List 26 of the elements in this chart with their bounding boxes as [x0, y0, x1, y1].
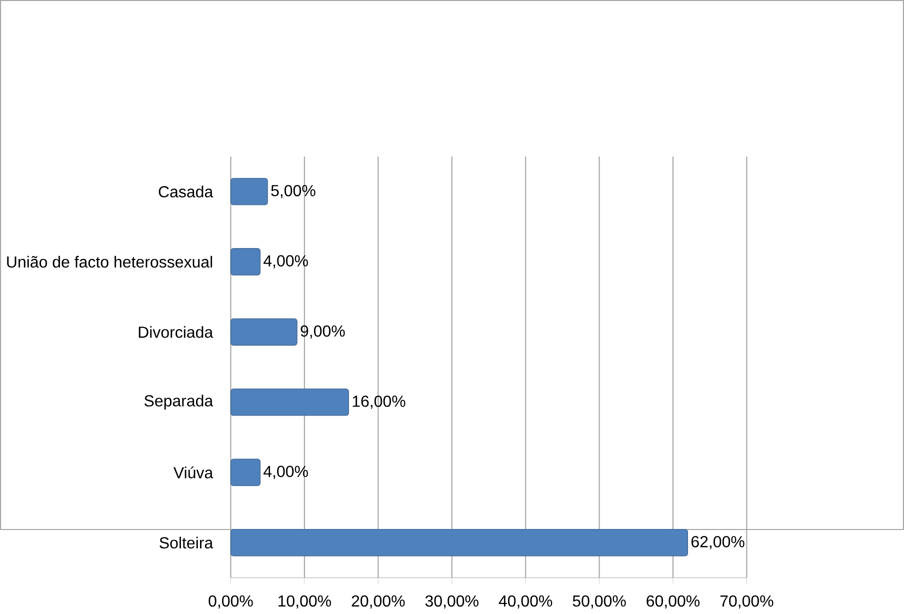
y-tick-label: Solteira: [160, 536, 214, 549]
bar: [230, 458, 260, 486]
data-label: 62,00%: [691, 536, 744, 550]
data-label: 16,00%: [352, 396, 406, 409]
bar: [230, 248, 260, 276]
x-tick-label: 50,00%: [572, 595, 626, 609]
data-label: 9,00%: [300, 325, 345, 339]
data-label: 4,00%: [264, 255, 308, 268]
y-tick-label: União de facto heterossexual: [7, 256, 212, 268]
y-tick-label: Divorciada: [138, 326, 214, 338]
y-tick-label: Separada: [144, 394, 214, 410]
x-tick-label: 40,00%: [498, 595, 552, 609]
y-tick-label: Viúva: [173, 466, 214, 478]
bar: [230, 529, 688, 556]
x-tick-label: 0,00%: [208, 595, 253, 609]
bar: [230, 388, 349, 416]
data-label: 4,00%: [264, 466, 308, 480]
bar: [230, 178, 268, 206]
x-tick-label: 60,00%: [646, 595, 700, 609]
x-tick-label: 20,00%: [352, 595, 405, 609]
y-tick-label: Casada: [158, 186, 214, 198]
data-label: 5,00%: [271, 185, 316, 198]
x-tick-label: 70,00%: [720, 595, 774, 609]
x-tick-label: 30,00%: [425, 595, 478, 609]
bar: [230, 318, 298, 346]
x-tick-label: 10,00%: [278, 595, 332, 609]
